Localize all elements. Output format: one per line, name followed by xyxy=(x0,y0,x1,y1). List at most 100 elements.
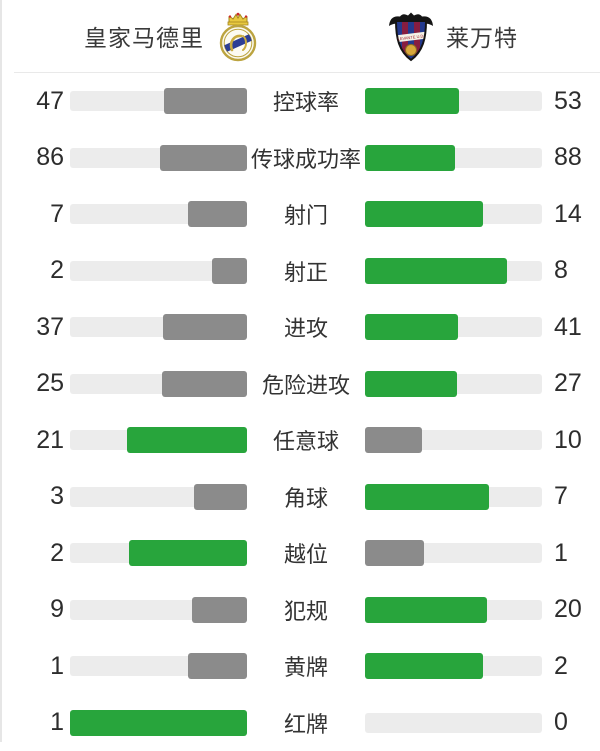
home-value: 3 xyxy=(22,482,64,511)
away-bar-track xyxy=(365,600,542,620)
home-bar-track xyxy=(70,487,247,507)
away-bar-fill xyxy=(365,653,483,679)
home-bar-fill xyxy=(188,653,247,679)
away-value: 0 xyxy=(554,708,596,737)
stat-label: 角球 xyxy=(247,481,365,513)
team-away: LEVANTE U.D. 莱万特 xyxy=(388,10,518,62)
away-bar-track xyxy=(365,656,542,676)
home-value: 1 xyxy=(22,708,64,737)
home-value: 2 xyxy=(22,539,64,568)
stat-row: 2 射正 8 xyxy=(2,243,600,300)
home-value: 2 xyxy=(22,256,64,285)
stat-row: 1 黄牌 2 xyxy=(2,638,600,695)
stat-row: 3 角球 7 xyxy=(2,469,600,526)
home-bar-track xyxy=(70,317,247,337)
home-bar-fill xyxy=(164,88,247,114)
home-bar-fill xyxy=(129,540,247,566)
away-bar-track xyxy=(365,487,542,507)
stat-label: 红牌 xyxy=(247,707,365,739)
stat-label: 进攻 xyxy=(247,311,365,343)
away-value: 53 xyxy=(554,87,596,116)
home-bar-track xyxy=(70,430,247,450)
stat-row: 9 犯规 20 xyxy=(2,582,600,639)
away-bar-fill xyxy=(365,540,424,566)
stat-row: 7 射门 14 xyxy=(2,186,600,243)
stat-row: 2 越位 1 xyxy=(2,525,600,582)
away-value: 1 xyxy=(554,539,596,568)
home-bar-track xyxy=(70,148,247,168)
home-value: 37 xyxy=(22,313,64,342)
levante-crest-icon: LEVANTE U.D. xyxy=(388,10,434,62)
home-bar-fill xyxy=(162,371,247,397)
away-value: 27 xyxy=(554,369,596,398)
away-bar-fill xyxy=(365,258,507,284)
stat-row: 86 传球成功率 88 xyxy=(2,130,600,187)
away-value: 20 xyxy=(554,595,596,624)
away-value: 8 xyxy=(554,256,596,285)
away-bar-fill xyxy=(365,371,457,397)
away-bar-fill xyxy=(365,314,458,340)
away-bar-track xyxy=(365,374,542,394)
away-value: 88 xyxy=(554,143,596,172)
away-value: 10 xyxy=(554,426,596,455)
home-bar-track xyxy=(70,600,247,620)
home-bar-track xyxy=(70,656,247,676)
home-bar-track xyxy=(70,204,247,224)
home-value: 1 xyxy=(22,652,64,681)
home-value: 47 xyxy=(22,87,64,116)
away-bar-track xyxy=(365,148,542,168)
home-value: 7 xyxy=(22,200,64,229)
stats-list: 47 控球率 53 86 传球成功率 88 7 射门 14 2 xyxy=(2,73,600,751)
home-bar-fill xyxy=(127,427,247,453)
home-value: 9 xyxy=(22,595,64,624)
away-bar-track xyxy=(365,317,542,337)
away-bar-fill xyxy=(365,88,459,114)
away-bar-fill xyxy=(365,145,455,171)
real-madrid-crest-icon xyxy=(216,10,260,62)
away-value: 41 xyxy=(554,313,596,342)
match-header: 皇家马德里 xyxy=(2,0,600,72)
away-bar-track xyxy=(365,204,542,224)
home-bar-fill xyxy=(212,258,247,284)
home-bar-fill xyxy=(194,484,247,510)
away-bar-fill xyxy=(365,484,489,510)
home-bar-track xyxy=(70,91,247,111)
home-bar-fill xyxy=(160,145,247,171)
away-bar-track xyxy=(365,430,542,450)
stat-label: 越位 xyxy=(247,537,365,569)
home-bar-fill xyxy=(188,201,247,227)
home-bar-track xyxy=(70,261,247,281)
stat-label: 控球率 xyxy=(247,85,365,117)
stat-label: 犯规 xyxy=(247,594,365,626)
home-value: 21 xyxy=(22,426,64,455)
home-value: 25 xyxy=(22,369,64,398)
stat-label: 传球成功率 xyxy=(247,142,365,174)
stat-row: 47 控球率 53 xyxy=(2,73,600,130)
stat-label: 黄牌 xyxy=(247,650,365,682)
team-home: 皇家马德里 xyxy=(84,10,260,62)
away-value: 2 xyxy=(554,652,596,681)
away-bar-fill xyxy=(365,427,422,453)
away-bar-fill xyxy=(365,597,487,623)
home-bar-fill xyxy=(192,597,247,623)
home-bar-fill xyxy=(70,710,247,736)
stat-row: 1 红牌 0 xyxy=(2,695,600,751)
stat-label: 任意球 xyxy=(247,424,365,456)
away-bar-track xyxy=(365,261,542,281)
home-bar-track xyxy=(70,713,247,733)
stat-label: 射正 xyxy=(247,255,365,287)
home-bar-fill xyxy=(163,314,247,340)
away-bar-track xyxy=(365,713,542,733)
stat-row: 25 危险进攻 27 xyxy=(2,356,600,413)
stat-label: 射门 xyxy=(247,198,365,230)
stat-label: 危险进攻 xyxy=(247,368,365,400)
stat-row: 37 进攻 41 xyxy=(2,299,600,356)
away-value: 14 xyxy=(554,200,596,229)
home-bar-track xyxy=(70,374,247,394)
away-bar-fill xyxy=(365,201,483,227)
away-value: 7 xyxy=(554,482,596,511)
away-team-name: 莱万特 xyxy=(446,19,518,53)
away-bar-track xyxy=(365,91,542,111)
home-value: 86 xyxy=(22,143,64,172)
stat-row: 21 任意球 10 xyxy=(2,412,600,469)
